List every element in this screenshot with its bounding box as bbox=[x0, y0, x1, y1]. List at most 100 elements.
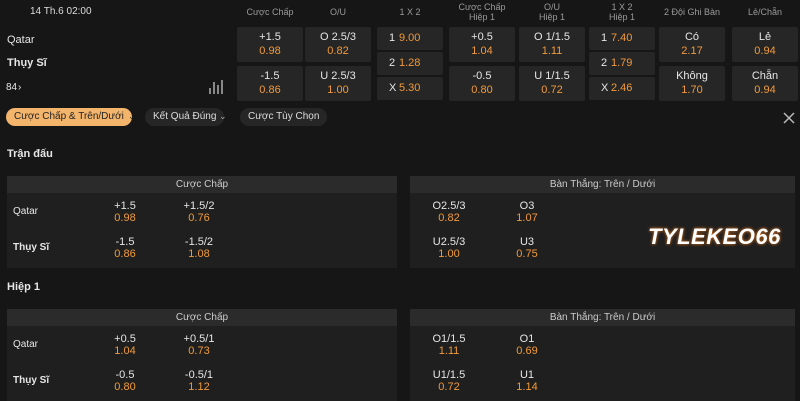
panel-header: Cược Chấp bbox=[7, 309, 397, 326]
bet-label: -0.5 bbox=[115, 369, 135, 381]
odds-cell[interactable] bbox=[449, 66, 515, 101]
odds-cell[interactable] bbox=[377, 27, 443, 50]
panel-header: Bàn Thắng: Trên / Dưới bbox=[410, 309, 795, 326]
bet-odds: 1.11 bbox=[438, 345, 460, 357]
market-header: Lẻ/Chẵn bbox=[747, 7, 783, 17]
bet-odds: 1.04 bbox=[114, 345, 136, 357]
panel-header: Cược Chấp bbox=[7, 176, 397, 193]
bet-label: X bbox=[601, 82, 609, 94]
more-markets[interactable]: 84 bbox=[6, 82, 18, 93]
tab[interactable]: Cược Chấp & Trên/Dưới bbox=[6, 108, 132, 126]
bet-label: 2 bbox=[389, 57, 396, 69]
bet-odds: 0.69 bbox=[516, 345, 538, 357]
market-header: 2 Đội Ghi Bàn bbox=[663, 7, 721, 17]
bet-odds: 0.86 bbox=[259, 84, 281, 96]
odds-cell[interactable] bbox=[449, 27, 515, 62]
bet-odds: 0.86 bbox=[114, 248, 136, 260]
bet-label: X bbox=[389, 82, 397, 94]
bet-odds: 0.72 bbox=[541, 84, 563, 96]
close-button[interactable] bbox=[781, 110, 797, 126]
bet-label: +0.5 bbox=[114, 333, 136, 345]
bet-label: U1/1.5 bbox=[432, 369, 466, 381]
bet-label: O1/1.5 bbox=[432, 333, 466, 345]
bet-odds: 0.82 bbox=[438, 212, 460, 224]
team-name: Thụy Sĩ bbox=[13, 375, 50, 386]
odds-cell[interactable] bbox=[659, 27, 725, 62]
bet-label: -1.5 bbox=[260, 70, 280, 82]
odds-cell[interactable] bbox=[519, 27, 585, 62]
odds-cell[interactable] bbox=[589, 52, 655, 75]
bet-odds: 0.94 bbox=[754, 84, 776, 96]
bet-odds: 1.28 bbox=[399, 57, 421, 69]
bet-odds: 5.30 bbox=[399, 82, 421, 94]
bet-odds: 0.82 bbox=[327, 45, 349, 57]
bet-odds: 1.00 bbox=[438, 248, 460, 260]
bet-odds: 1.00 bbox=[327, 84, 349, 96]
bet-odds: 1.79 bbox=[611, 57, 633, 69]
bet-odds: 9.00 bbox=[399, 32, 421, 44]
bet-label: -0.5 bbox=[472, 70, 492, 82]
tab-caret: ⌄ bbox=[219, 111, 227, 121]
watermark: TYLEKEO66 bbox=[648, 224, 781, 249]
bet-label: U1 bbox=[519, 369, 535, 381]
bet-label: 1 bbox=[601, 32, 608, 44]
bet-odds: 2.46 bbox=[611, 82, 633, 94]
odds-cell[interactable] bbox=[377, 77, 443, 100]
bet-label: U 1/1.5 bbox=[534, 70, 570, 82]
odds-cell[interactable] bbox=[659, 66, 725, 101]
odds-cell[interactable] bbox=[237, 66, 303, 101]
bet-label: +1.5 bbox=[114, 200, 136, 212]
bet-label: 2 bbox=[601, 57, 608, 69]
bet-label: U2.5/3 bbox=[432, 236, 466, 248]
bet-label: -1.5 bbox=[115, 236, 135, 248]
tab-caret: ⌄ bbox=[128, 111, 136, 121]
bet-odds: 0.98 bbox=[259, 45, 281, 57]
market-header: Cược Chấp Hiệp 1 bbox=[458, 2, 506, 22]
tab[interactable]: Kết Quả Đúng bbox=[145, 108, 225, 126]
bet-label: +1.5 bbox=[259, 31, 281, 43]
bet-label: +0.5/1 bbox=[183, 333, 215, 345]
market-header: O/U Hiệp 1 bbox=[538, 2, 565, 22]
bet-label: +1.5/2 bbox=[183, 200, 215, 212]
bet-odds: 0.76 bbox=[188, 212, 210, 224]
bet-label: U 2.5/3 bbox=[320, 70, 356, 82]
market-header: 1 X 2 Hiệp 1 bbox=[608, 2, 635, 22]
bet-label: -1.5/2 bbox=[184, 236, 214, 248]
market-header: 1 X 2 bbox=[399, 7, 421, 17]
tab[interactable]: Cược Tùy Chọn bbox=[240, 108, 328, 126]
more-arrow: › bbox=[18, 82, 22, 93]
bet-label: U3 bbox=[519, 236, 535, 248]
team-name: Qatar bbox=[13, 339, 39, 350]
stats-icon[interactable] bbox=[208, 79, 224, 95]
bet-odds: 1.07 bbox=[516, 212, 538, 224]
bet-label: 1 bbox=[389, 32, 396, 44]
odds-cell[interactable] bbox=[305, 66, 371, 101]
odds-cell[interactable] bbox=[589, 27, 655, 50]
odds-cell[interactable] bbox=[732, 66, 798, 101]
market-header: Cược Chấp bbox=[246, 7, 294, 17]
bet-label: -0.5/1 bbox=[184, 369, 214, 381]
bet-odds: 0.72 bbox=[438, 381, 460, 393]
odds-cell[interactable] bbox=[377, 52, 443, 75]
bet-odds: 0.94 bbox=[754, 45, 776, 57]
bet-label: Có bbox=[684, 31, 700, 43]
panel-header: Bàn Thắng: Trên / Dưới bbox=[410, 176, 795, 193]
bet-odds: 1.11 bbox=[541, 45, 563, 57]
bet-odds: 1.14 bbox=[516, 381, 538, 393]
section-title: Trận đấu bbox=[7, 148, 53, 160]
odds-cell[interactable] bbox=[519, 66, 585, 101]
bet-label: O3 bbox=[519, 200, 535, 212]
odds-cell[interactable] bbox=[305, 27, 371, 62]
odds-cell[interactable] bbox=[237, 27, 303, 62]
away-team: Thụy Sĩ bbox=[7, 57, 47, 69]
odds-cell[interactable] bbox=[589, 77, 655, 100]
match-time: 14 Th.6 02:00 bbox=[30, 6, 92, 17]
team-name: Qatar bbox=[13, 206, 39, 217]
odds-cell[interactable] bbox=[732, 27, 798, 62]
bet-odds: 1.70 bbox=[681, 84, 703, 96]
bet-odds: 2.17 bbox=[681, 45, 703, 57]
bet-label: +0.5 bbox=[471, 31, 493, 43]
bet-label: O2.5/3 bbox=[432, 200, 466, 212]
bet-label: Chẵn bbox=[751, 70, 779, 82]
